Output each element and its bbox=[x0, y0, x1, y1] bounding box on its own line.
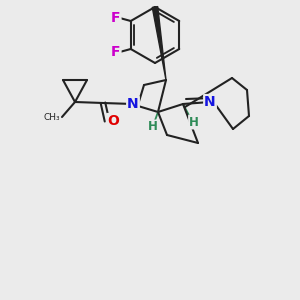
Text: O: O bbox=[107, 114, 119, 128]
Text: N: N bbox=[127, 97, 139, 111]
Text: H: H bbox=[189, 116, 199, 128]
Text: H: H bbox=[148, 121, 158, 134]
Text: F: F bbox=[111, 11, 121, 25]
Text: F: F bbox=[111, 45, 121, 59]
Polygon shape bbox=[152, 7, 166, 80]
Text: N: N bbox=[204, 95, 216, 109]
Text: CH₃: CH₃ bbox=[44, 112, 60, 122]
